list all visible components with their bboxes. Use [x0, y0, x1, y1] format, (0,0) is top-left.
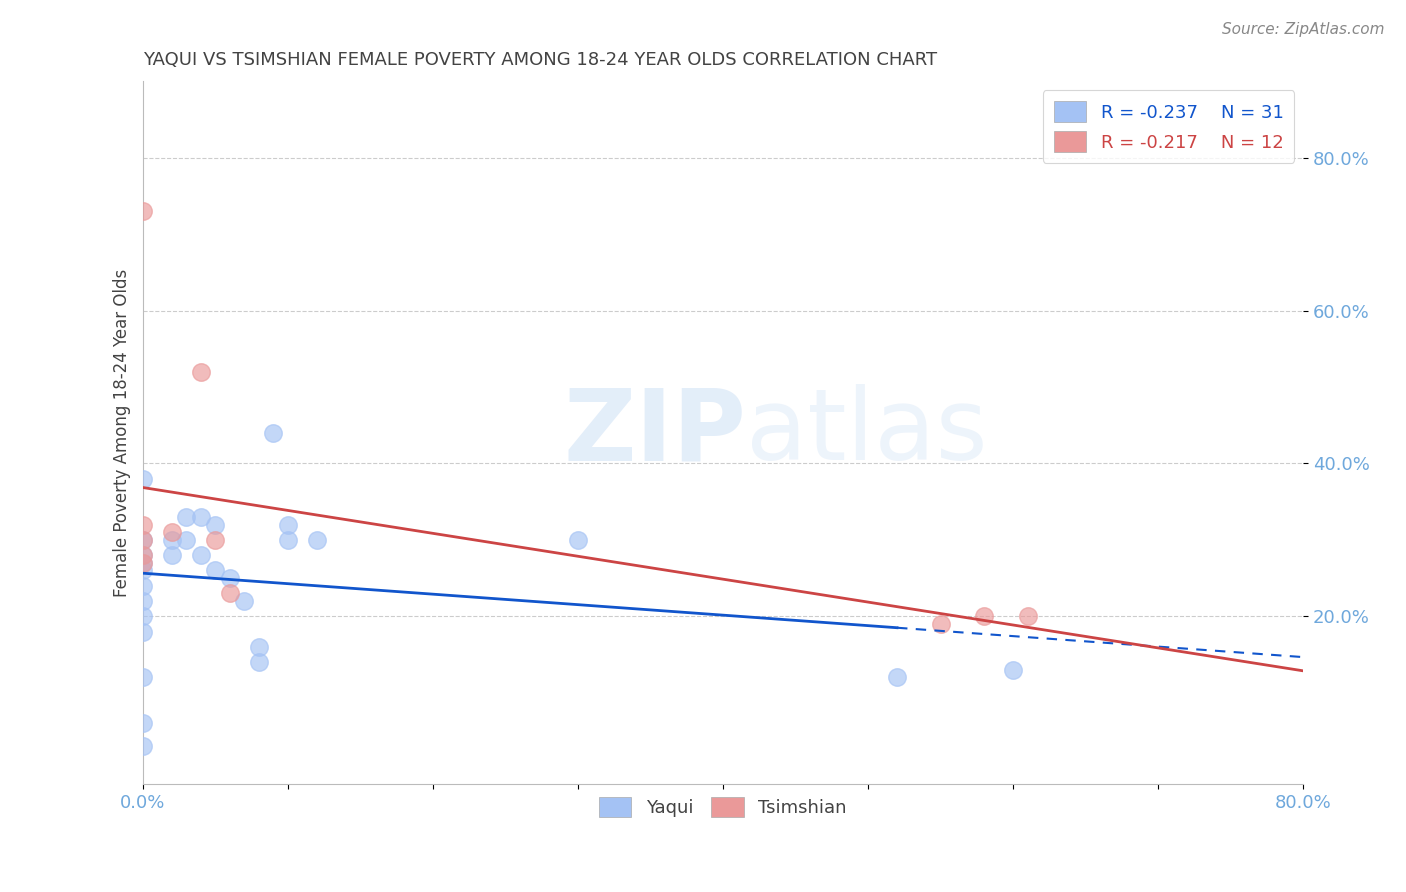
Point	[929, 616, 952, 631]
Point	[204, 564, 226, 578]
Point	[131, 716, 153, 731]
Point	[1002, 663, 1025, 677]
Point	[160, 533, 183, 547]
Point	[131, 670, 153, 684]
Point	[131, 564, 153, 578]
Point	[204, 533, 226, 547]
Legend: Yaqui, Tsimshian: Yaqui, Tsimshian	[592, 789, 853, 824]
Text: atlas: atlas	[747, 384, 988, 482]
Point	[190, 548, 212, 562]
Point	[218, 586, 240, 600]
Text: Source: ZipAtlas.com: Source: ZipAtlas.com	[1222, 22, 1385, 37]
Point	[131, 548, 153, 562]
Point	[160, 525, 183, 540]
Point	[886, 670, 908, 684]
Point	[233, 594, 256, 608]
Point	[131, 517, 153, 532]
Point	[131, 472, 153, 486]
Point	[131, 204, 153, 219]
Point	[973, 609, 995, 624]
Point	[247, 655, 270, 669]
Point	[131, 533, 153, 547]
Point	[131, 579, 153, 593]
Text: YAQUI VS TSIMSHIAN FEMALE POVERTY AMONG 18-24 YEAR OLDS CORRELATION CHART: YAQUI VS TSIMSHIAN FEMALE POVERTY AMONG …	[142, 51, 936, 69]
Point	[131, 739, 153, 754]
Point	[262, 425, 284, 440]
Point	[277, 517, 299, 532]
Text: ZIP: ZIP	[564, 384, 747, 482]
Point	[204, 517, 226, 532]
Point	[131, 548, 153, 562]
Point	[174, 510, 197, 524]
Point	[190, 510, 212, 524]
Point	[131, 624, 153, 639]
Point	[131, 533, 153, 547]
Point	[218, 571, 240, 585]
Point	[131, 556, 153, 570]
Point	[131, 609, 153, 624]
Y-axis label: Female Poverty Among 18-24 Year Olds: Female Poverty Among 18-24 Year Olds	[114, 268, 131, 597]
Point	[567, 533, 589, 547]
Point	[174, 533, 197, 547]
Point	[305, 533, 328, 547]
Point	[1017, 609, 1039, 624]
Point	[160, 548, 183, 562]
Point	[131, 556, 153, 570]
Point	[277, 533, 299, 547]
Point	[190, 365, 212, 379]
Point	[131, 594, 153, 608]
Point	[247, 640, 270, 654]
